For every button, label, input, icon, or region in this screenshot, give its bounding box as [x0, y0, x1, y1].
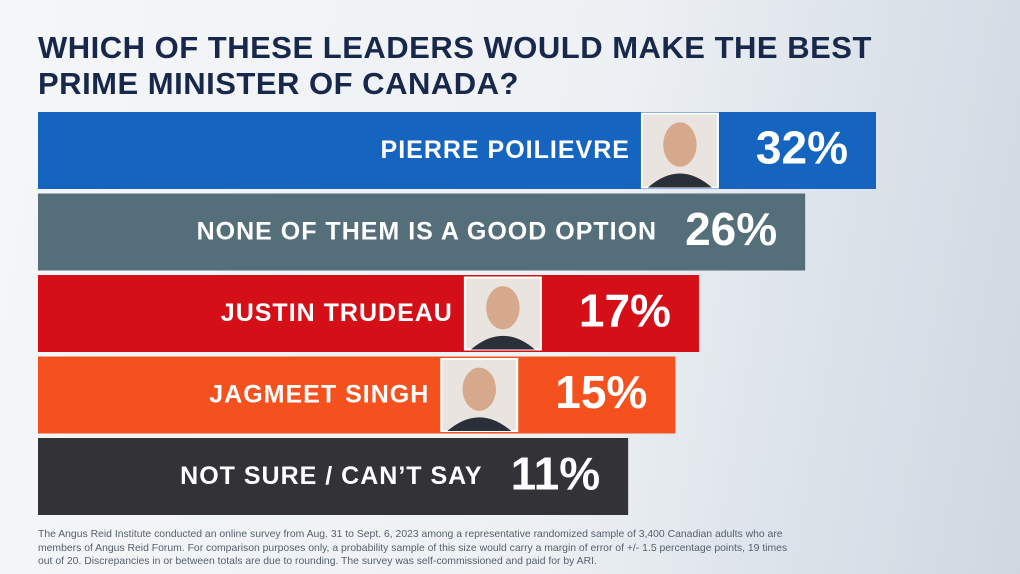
portrait-body [470, 335, 535, 350]
bar [38, 356, 676, 434]
portrait-face [486, 286, 520, 330]
category-label: PIERRE POILIEVRE [381, 136, 630, 164]
bar [38, 275, 699, 352]
value-label: 26% [685, 203, 777, 255]
portrait-body [447, 417, 512, 431]
category-label: JUSTIN TRUDEAU [221, 299, 453, 327]
value-label: 32% [756, 122, 848, 174]
portrait-face [462, 367, 496, 411]
bar [38, 438, 629, 515]
category-label: JAGMEET SINGH [209, 381, 429, 409]
value-label: 11% [511, 448, 601, 500]
bar [38, 193, 806, 271]
footnote: The Angus Reid Institute conducted an on… [38, 529, 788, 567]
chart-title: WHICH OF THESE LEADERS WOULD MAKE THE BE… [38, 30, 872, 101]
value-label: 15% [555, 366, 647, 418]
bar [38, 112, 876, 189]
portrait-face [663, 122, 697, 167]
portrait-body [647, 173, 712, 188]
category-label: NONE OF THEM IS A GOOD OPTION [197, 218, 658, 246]
value-label: 17% [579, 285, 671, 337]
category-label: NOT SURE / CAN’T SAY [180, 462, 482, 490]
